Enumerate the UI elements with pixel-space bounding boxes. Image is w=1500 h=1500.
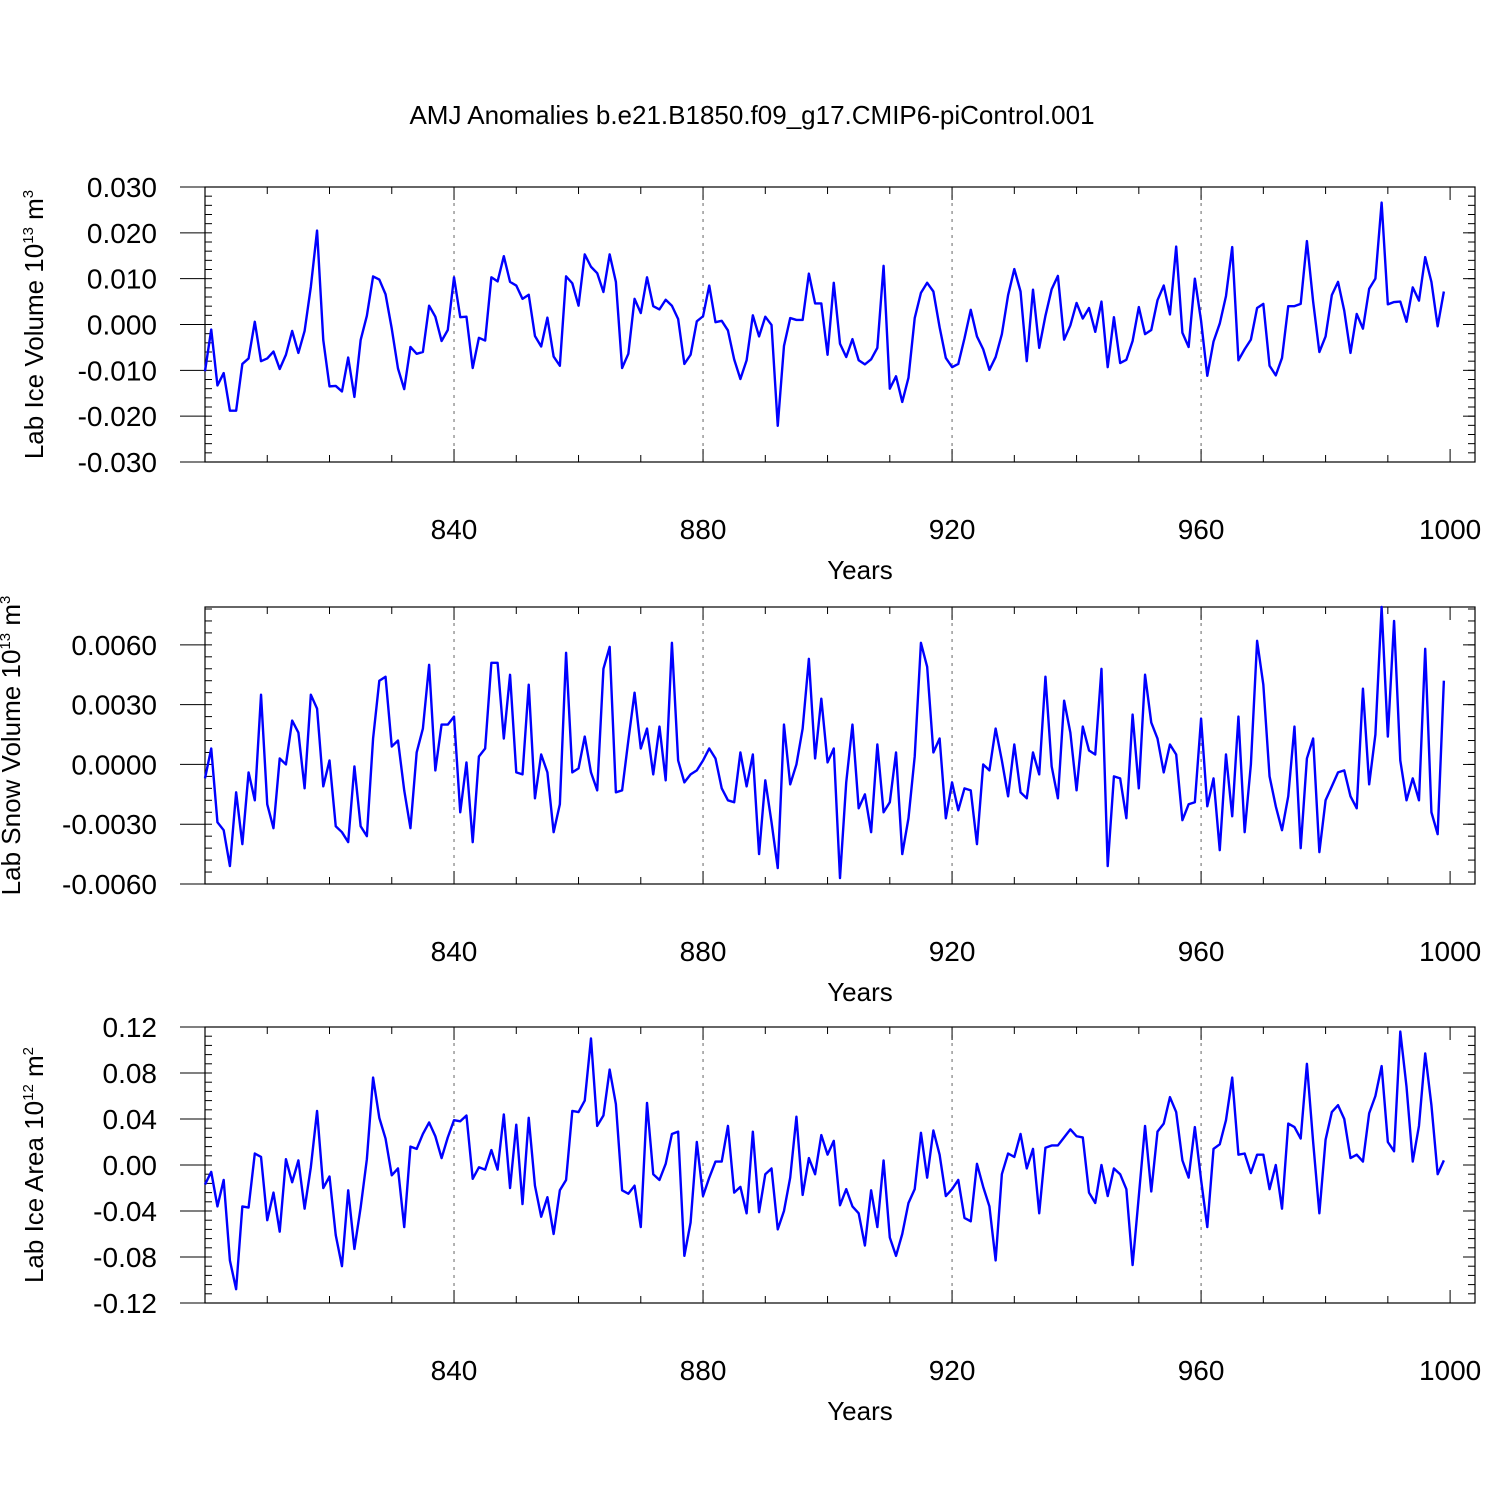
y-tick-label: 0.0000 bbox=[71, 749, 157, 780]
y-tick-label: 0.000 bbox=[87, 310, 157, 341]
x-tick-label: 840 bbox=[431, 1355, 478, 1386]
x-tick-label: 960 bbox=[1178, 936, 1225, 967]
y-axis-label-main: Lab Snow Volume 10 bbox=[0, 650, 26, 896]
chart-panel-2: 840 880 920 960 1000 -0.0060 -0.0030 0.0000 0.00… bbox=[0, 596, 1481, 1007]
x-tick-label: 880 bbox=[680, 936, 727, 967]
x-axis-label: Years bbox=[827, 1396, 893, 1426]
x-tick-label: 920 bbox=[929, 1355, 976, 1386]
panels: 840 880 920 960 1000-0.030-0.020-0.0100.0000… bbox=[0, 172, 1481, 1426]
y-tick-label: -0.030 bbox=[78, 447, 157, 478]
figure-title: AMJ Anomalies b.e21.B1850.f09_g17.CMIP6-… bbox=[409, 100, 1094, 130]
y-tick-label: 0.12 bbox=[103, 1012, 158, 1043]
y-axis-label-main: Lab Ice Volume 10 bbox=[19, 244, 49, 459]
x-tick-label: 920 bbox=[929, 936, 976, 967]
y-axis-label-unit: m bbox=[0, 604, 26, 633]
y-axis-label-unit: m bbox=[19, 1055, 49, 1084]
x-tick-label: 880 bbox=[680, 514, 727, 545]
y-tick-label: -0.0060 bbox=[62, 869, 157, 900]
x-tick-label: 920 bbox=[929, 514, 976, 545]
x-tick-label: 1000 bbox=[1419, 1355, 1481, 1386]
y-tick-label: -0.12 bbox=[93, 1288, 157, 1319]
x-axis-label: Years bbox=[827, 555, 893, 585]
plot-frame bbox=[204, 606, 1476, 885]
y-tick-label: -0.08 bbox=[93, 1242, 157, 1273]
x-axis-label: Years bbox=[827, 977, 893, 1007]
y-axis-label-exponent: 13 bbox=[20, 227, 37, 244]
y-tick-label: 0.04 bbox=[103, 1104, 158, 1135]
y-axis-label-exponent: 12 bbox=[20, 1084, 37, 1101]
y-tick-label: -0.020 bbox=[78, 401, 157, 432]
data-series-line bbox=[203, 605, 1446, 880]
y-axis-label-main: Lab Ice Area 10 bbox=[19, 1101, 49, 1283]
y-axis-label: Lab Snow Volume 1013 m3 bbox=[0, 596, 26, 896]
y-axis-label-unit-exponent: 2 bbox=[20, 1047, 37, 1055]
y-axis-label-unit: m bbox=[19, 198, 49, 227]
x-tick-label: 880 bbox=[680, 1355, 727, 1386]
x-tick-label: 960 bbox=[1178, 514, 1225, 545]
y-tick-label: 0.0060 bbox=[71, 630, 157, 661]
chart-panel-1: 840 880 920 960 1000 -0.030 -0.020 -0.010 0.000 0… bbox=[19, 172, 1481, 585]
y-axis-label: Lab Ice Volume 1013 m3 bbox=[19, 190, 49, 459]
y-tick-label: 0.00 bbox=[103, 1150, 158, 1181]
chart-panel-3: 840 880 920 960 1000 -0.12 -0.08 -0.04 0.00 0.04 0… bbox=[19, 1012, 1481, 1426]
x-tick-label: 1000 bbox=[1419, 936, 1481, 967]
y-tick-label: 0.010 bbox=[87, 264, 157, 295]
x-tick-label: 840 bbox=[431, 514, 478, 545]
data-series-line bbox=[203, 1030, 1445, 1291]
y-axis-label: Lab Ice Area 1012 m2 bbox=[19, 1047, 49, 1283]
y-tick-label: -0.010 bbox=[78, 355, 157, 386]
y-tick-label: -0.04 bbox=[93, 1196, 157, 1227]
y-axis-label-unit-exponent: 3 bbox=[20, 190, 37, 198]
y-tick-label: 0.020 bbox=[87, 218, 157, 249]
y-axis-label-exponent: 13 bbox=[0, 633, 14, 650]
x-tick-label: 960 bbox=[1178, 1355, 1225, 1386]
data-series-line bbox=[203, 201, 1446, 427]
y-tick-label: 0.030 bbox=[87, 172, 157, 203]
y-axis-label-unit-exponent: 3 bbox=[0, 596, 14, 604]
x-tick-label: 1000 bbox=[1419, 514, 1481, 545]
y-tick-label: -0.0030 bbox=[62, 809, 157, 840]
y-tick-label: 0.0030 bbox=[71, 690, 157, 721]
y-tick-label: 0.08 bbox=[103, 1058, 158, 1089]
x-tick-label: 840 bbox=[431, 936, 478, 967]
